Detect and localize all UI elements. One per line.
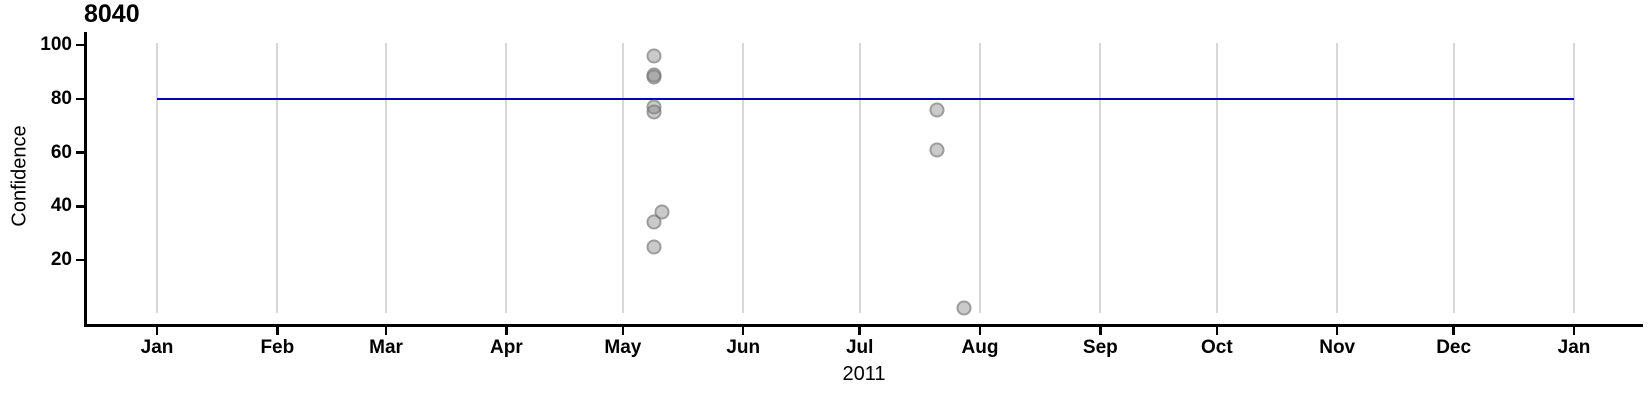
x-tick-label: May (604, 337, 642, 358)
y-axis-tick (76, 43, 84, 47)
month-gridline (385, 43, 388, 313)
month-gridline (621, 43, 624, 313)
x-axis-tick (155, 326, 159, 335)
x-tick-label: Mar (369, 337, 403, 358)
month-gridline (1573, 43, 1575, 313)
month-gridline (276, 43, 279, 313)
x-tick-label: Sep (1082, 337, 1118, 358)
y-axis-tick (76, 151, 84, 154)
data-point (929, 102, 945, 117)
x-tick-label: Dec (1436, 337, 1472, 358)
y-tick-label: 60 (50, 141, 72, 163)
data-point (929, 142, 945, 158)
x-axis-tick (276, 326, 279, 335)
y-tick-label: 80 (50, 87, 72, 109)
data-point (646, 69, 662, 85)
x-axis-tick (1572, 326, 1576, 335)
chart-title: 8040 (84, 0, 140, 28)
y-axis-tick (76, 97, 84, 100)
month-gridline (742, 43, 745, 313)
month-gridline (1336, 43, 1339, 313)
month-gridline (1215, 43, 1218, 313)
month-gridline (858, 43, 861, 313)
x-tick-label: Nov (1319, 337, 1356, 358)
y-axis-line (84, 32, 87, 326)
y-tick-label: 20 (50, 249, 72, 270)
data-point (646, 214, 662, 230)
x-axis-line (84, 324, 1643, 327)
month-gridline (979, 43, 982, 313)
reference-line (157, 97, 1574, 100)
data-point (646, 104, 662, 120)
x-tick-label: Jan (140, 337, 174, 358)
x-axis-tick (621, 326, 625, 335)
x-tick-label: Oct (1200, 337, 1233, 358)
x-axis-tick (1215, 326, 1219, 335)
x-axis-tick (858, 326, 861, 335)
x-axis-tick (1099, 326, 1102, 335)
data-point (956, 300, 972, 316)
month-gridline (156, 43, 158, 313)
y-tick-label: 100 (40, 34, 72, 55)
x-axis-tick (384, 326, 388, 335)
month-gridline (1099, 43, 1102, 313)
x-axis-tick (505, 326, 508, 335)
x-tick-label: Jul (845, 337, 874, 358)
month-gridline (505, 43, 508, 313)
x-axis-year-label: 2011 (842, 363, 886, 385)
data-point (646, 48, 662, 64)
x-axis-tick (1452, 326, 1455, 335)
y-tick-label: 40 (50, 195, 72, 217)
x-tick-label: Jan (1557, 337, 1591, 358)
month-gridline (1452, 43, 1455, 313)
x-tick-label: Apr (490, 337, 523, 358)
x-axis-tick (978, 326, 982, 335)
x-axis-tick (741, 326, 745, 335)
y-axis-tick (76, 258, 84, 262)
x-axis-tick (1335, 326, 1339, 335)
x-tick-label: Feb (260, 337, 295, 358)
y-axis-tick (76, 205, 84, 208)
x-tick-label: Aug (961, 337, 999, 358)
data-point (646, 239, 662, 255)
x-tick-label: Jun (726, 337, 761, 358)
